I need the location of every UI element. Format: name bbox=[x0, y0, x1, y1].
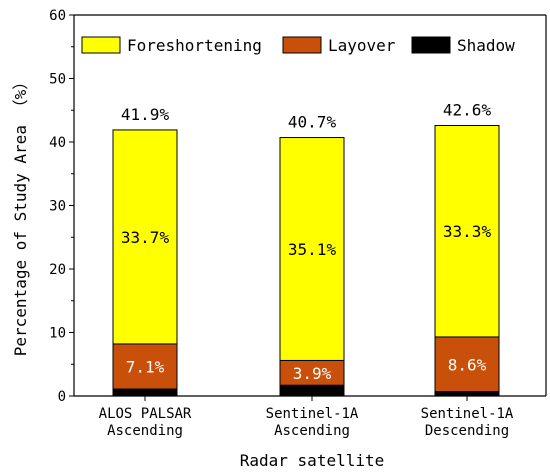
x-tick-label-1-0: Sentinel-1A bbox=[266, 406, 359, 422]
bar-foreshortening-0 bbox=[112, 129, 178, 345]
x-tick-label-2-0: Sentinel-1A bbox=[421, 406, 514, 422]
x-tick-label-2-1: Descending bbox=[425, 423, 509, 439]
segment-label-foreshortening-2: 33.3% bbox=[443, 222, 492, 241]
bar-shadow-0 bbox=[112, 388, 178, 397]
segment-label-layover-2: 8.6% bbox=[448, 355, 487, 374]
segment-labels-layer: 7.1% 33.7% 3.9% 35.1% 8.6% 33.3% bbox=[121, 222, 492, 383]
segment-label-foreshortening-0: 33.7% bbox=[121, 228, 170, 247]
bar-foreshortening-2 bbox=[434, 124, 500, 338]
total-label-0: 41.9% bbox=[121, 105, 170, 124]
legend: Foreshortening Layover Shadow bbox=[81, 36, 515, 55]
y-tick-label-2: 20 bbox=[49, 262, 66, 278]
y-tick-label-4: 40 bbox=[49, 135, 66, 151]
x-tick-label-1-1: Ascending bbox=[274, 423, 350, 439]
legend-swatch-foreshortening bbox=[81, 36, 121, 54]
x-axis-title: Radar satellite bbox=[240, 451, 385, 470]
x-tick-label-0-0: ALOS PALSAR bbox=[99, 406, 192, 422]
x-tick-label-0-1: Ascending bbox=[107, 423, 183, 439]
legend-label-layover: Layover bbox=[328, 36, 396, 55]
y-axis-title: Percentage of Study Area （%） bbox=[11, 74, 30, 356]
bar-layover-2 bbox=[434, 336, 500, 393]
legend-label-shadow: Shadow bbox=[457, 36, 515, 55]
segment-label-layover-0: 7.1% bbox=[126, 357, 165, 376]
bar-layover-0 bbox=[112, 343, 178, 390]
bar-shadow-1 bbox=[279, 384, 345, 397]
y-tick-label-5: 50 bbox=[49, 72, 66, 88]
total-labels-layer: 41.9% 40.7% 42.6% bbox=[121, 100, 492, 131]
bar-foreshortening-1 bbox=[279, 137, 345, 361]
legend-swatch-shadow bbox=[411, 36, 451, 54]
segment-label-foreshortening-1: 35.1% bbox=[288, 240, 337, 259]
total-label-2: 42.6% bbox=[443, 100, 492, 119]
y-tick-label-0: 0 bbox=[58, 389, 66, 405]
y-tick-label-3: 30 bbox=[49, 199, 66, 215]
y-tick-label-6: 60 bbox=[49, 8, 66, 24]
y-tick-label-1: 10 bbox=[49, 326, 66, 342]
segment-label-layover-1: 3.9% bbox=[293, 364, 332, 383]
total-label-1: 40.7% bbox=[288, 113, 337, 132]
legend-swatch-layover bbox=[282, 36, 322, 54]
bars-layer bbox=[112, 124, 500, 397]
bar-shadow-2 bbox=[434, 391, 500, 397]
legend-label-foreshortening: Foreshortening bbox=[127, 36, 262, 55]
